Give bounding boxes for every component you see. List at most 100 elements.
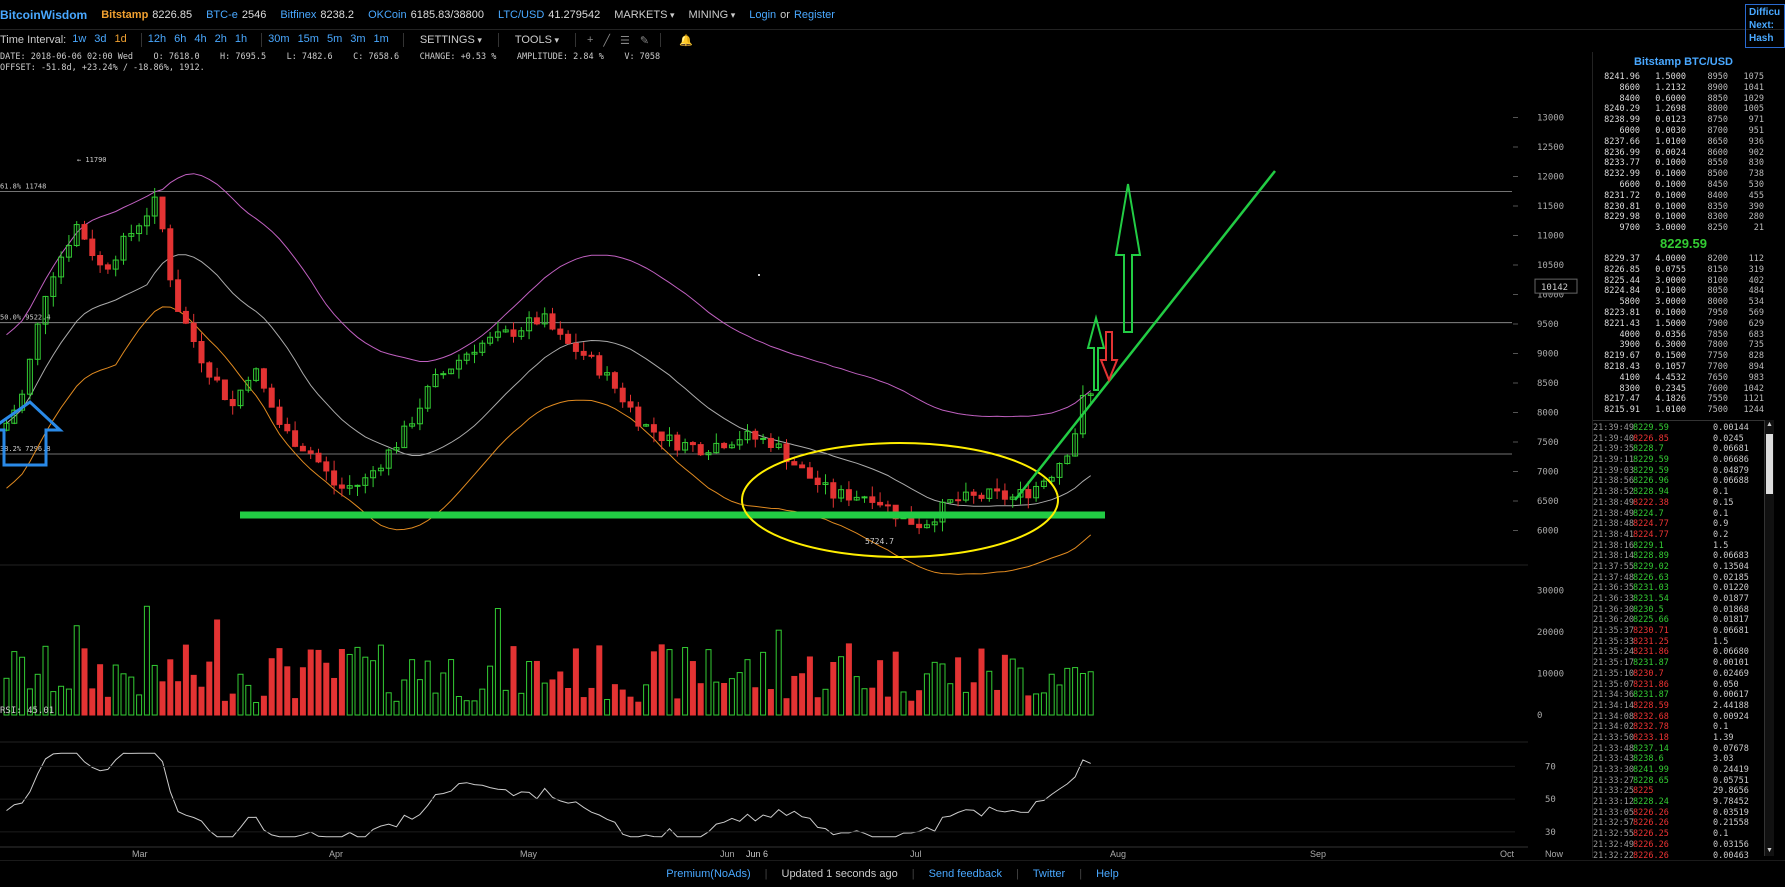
volume-bar [284, 666, 291, 716]
volume-bar [97, 664, 104, 716]
market-name[interactable]: Bitstamp [101, 8, 149, 21]
orderbook-cell: 3.0000 [1655, 297, 1686, 308]
interval-3d[interactable]: 3d [94, 33, 107, 45]
interval-30m[interactable]: 30m [268, 33, 290, 45]
difficulty-box[interactable]: Difficu Next: Hash R [1745, 4, 1785, 48]
orderbook-row[interactable]: 5800 3.0000 8000 534 [1593, 297, 1774, 308]
markets-menu[interactable]: MARKETS [614, 9, 674, 21]
volume-bar [34, 673, 41, 716]
trade-amount: 0.03519 [1713, 807, 1749, 818]
orderbook-row[interactable]: 8225.44 3.0000 8100 402 [1593, 276, 1774, 287]
orderbook-row[interactable]: 8238.99 0.0123 8750 971 [1593, 115, 1774, 126]
volume-bar [11, 651, 18, 716]
interval-1m[interactable]: 1m [373, 33, 389, 45]
volume-bar [611, 684, 618, 716]
orderbook-row[interactable]: 8241.96 1.5000 8950 1075 [1593, 72, 1774, 83]
interval-1h[interactable]: 1h [234, 33, 248, 45]
orderbook-cell: 7850 [1707, 329, 1728, 340]
interval-1w[interactable]: 1w [72, 33, 87, 45]
brand-logo[interactable]: BitcoinWisdom [0, 7, 88, 22]
orderbook-row[interactable]: 9700 3.0000 8250 21 [1593, 223, 1774, 234]
trade-row: 21:33:27 8228.65 0.05751 [1593, 776, 1767, 787]
candle-body [947, 499, 954, 503]
orderbook-row[interactable]: 8224.84 0.1000 8050 484 [1593, 286, 1774, 297]
orderbook-row[interactable]: 8237.66 1.0100 8650 936 [1593, 137, 1774, 148]
volume-bar [307, 649, 314, 716]
orderbook-row[interactable]: 8236.99 0.0024 8600 902 [1593, 148, 1774, 159]
orderbook-row[interactable]: 8233.77 0.1000 8550 830 [1593, 158, 1774, 169]
orderbook-cell: 8226.85 [1604, 264, 1640, 275]
price-tick-label: 9500 [1537, 320, 1559, 330]
line-icon[interactable]: ╱ [603, 34, 611, 47]
market-name[interactable]: LTC/USD [498, 8, 545, 21]
orderbook-row[interactable]: 8226.85 0.0755 8150 319 [1593, 265, 1774, 276]
help-link[interactable]: Help [1096, 868, 1119, 880]
orderbook-row[interactable]: 8400 0.6000 8850 1029 [1593, 94, 1774, 105]
market-name[interactable]: Bitfinex [280, 8, 317, 21]
orderbook-row[interactable]: 8600 1.2132 8900 1041 [1593, 83, 1774, 94]
trades-scrollbar[interactable]: ▲ ▼ [1764, 420, 1774, 856]
orderbook-row[interactable]: 8221.43 1.5000 7900 629 [1593, 319, 1774, 330]
volume-bar [432, 692, 439, 716]
trade-price: 8225.66 [1633, 615, 1669, 626]
feedback-link[interactable]: Send feedback [928, 868, 1002, 880]
premium-link[interactable]: Premium(NoAds) [666, 868, 751, 880]
bell-icon[interactable]: 🔔 [679, 34, 693, 47]
orderbook-row[interactable]: 8229.98 0.1000 8300 280 [1593, 212, 1774, 223]
orderbook-cell: 7800 [1707, 340, 1728, 351]
trade-price: 8230.7 [1633, 668, 1664, 679]
orderbook-row[interactable]: 8215.91 1.0100 7500 1244 [1593, 405, 1774, 416]
orderbook-title[interactable]: Bitstamp BTC/USD [1633, 56, 1733, 68]
orderbook-cell: 894 [1748, 361, 1764, 372]
trade-time: 21:33:50 [1593, 732, 1634, 743]
draw-icon[interactable]: ✎ [639, 34, 650, 47]
interval-12h[interactable]: 12h [147, 33, 167, 45]
orderbook-row[interactable]: 8231.72 0.1000 8400 455 [1593, 191, 1774, 202]
orderbook-row[interactable]: 8240.29 1.2698 8800 1005 [1593, 104, 1774, 115]
volume-bar [994, 689, 1001, 716]
scroll-thumb[interactable] [1766, 434, 1773, 494]
register-link[interactable]: Register [793, 8, 835, 21]
orderbook-cell: 1029 [1743, 93, 1764, 104]
orderbook-row[interactable]: 8230.81 0.1000 8350 390 [1593, 202, 1774, 213]
orderbook-cell: 0.0755 [1655, 264, 1686, 275]
interval-2h[interactable]: 2h [214, 33, 227, 45]
orderbook-row[interactable]: 8217.47 4.1826 7550 1121 [1593, 394, 1774, 405]
scroll-down-icon[interactable]: ▼ [1766, 847, 1773, 854]
settings-menu[interactable]: SETTINGS [420, 34, 482, 46]
moving-average-line [6, 173, 1092, 418]
price-chart[interactable]: 61.8% 11748 50.0% 9522.4 38.2% 7296.8 6000… [0, 50, 1590, 860]
orderbook-row[interactable]: 4100 4.4532 7650 983 [1593, 373, 1774, 384]
orderbook-cell: 0.0024 [1655, 147, 1686, 158]
scroll-up-icon[interactable]: ▲ [1766, 421, 1773, 428]
orderbook-row[interactable]: 6000 0.0030 8700 951 [1593, 126, 1774, 137]
login-link[interactable]: Login [749, 8, 777, 21]
trade-amount: 0.01817 [1713, 615, 1749, 626]
candle-body [510, 329, 517, 337]
interval-5m[interactable]: 5m [326, 33, 343, 45]
plus-icon[interactable]: + [586, 34, 594, 46]
orderbook-row[interactable]: 4000 0.0356 7850 683 [1593, 330, 1774, 341]
interval-3m[interactable]: 3m [350, 33, 366, 45]
candle-body [549, 313, 556, 330]
orderbook-row[interactable]: 8232.99 0.1000 8500 738 [1593, 169, 1774, 180]
orderbook-row[interactable]: 8300 0.2345 7600 1042 [1593, 384, 1774, 395]
orderbook-row[interactable]: 8223.81 0.1000 7950 569 [1593, 308, 1774, 319]
trade-price: 8230.5 [1633, 604, 1664, 615]
orderbook-row[interactable]: 8229.37 4.0000 8200 112 [1593, 254, 1774, 265]
orderbook-row[interactable]: 6600 0.1000 8450 530 [1593, 180, 1774, 191]
interval-6h[interactable]: 6h [174, 33, 187, 45]
interval-15m[interactable]: 15m [297, 33, 319, 45]
orderbook-row[interactable]: 8218.43 0.1057 7700 894 [1593, 362, 1774, 373]
interval-4h[interactable]: 4h [194, 33, 207, 45]
orderbook-row[interactable]: 3900 6.3000 7800 735 [1593, 340, 1774, 351]
hline-icon[interactable]: ☰ [620, 34, 630, 47]
tools-menu[interactable]: TOOLS [515, 34, 559, 46]
twitter-link[interactable]: Twitter [1032, 868, 1066, 880]
mining-menu[interactable]: MINING [688, 9, 735, 21]
orderbook-row[interactable]: 8219.67 0.1500 7750 828 [1593, 351, 1774, 362]
market-name[interactable]: BTC-e [206, 8, 238, 21]
interval-1d[interactable]: 1d [114, 33, 127, 45]
candle-body [721, 442, 728, 449]
market-name[interactable]: OKCoin [368, 8, 407, 21]
